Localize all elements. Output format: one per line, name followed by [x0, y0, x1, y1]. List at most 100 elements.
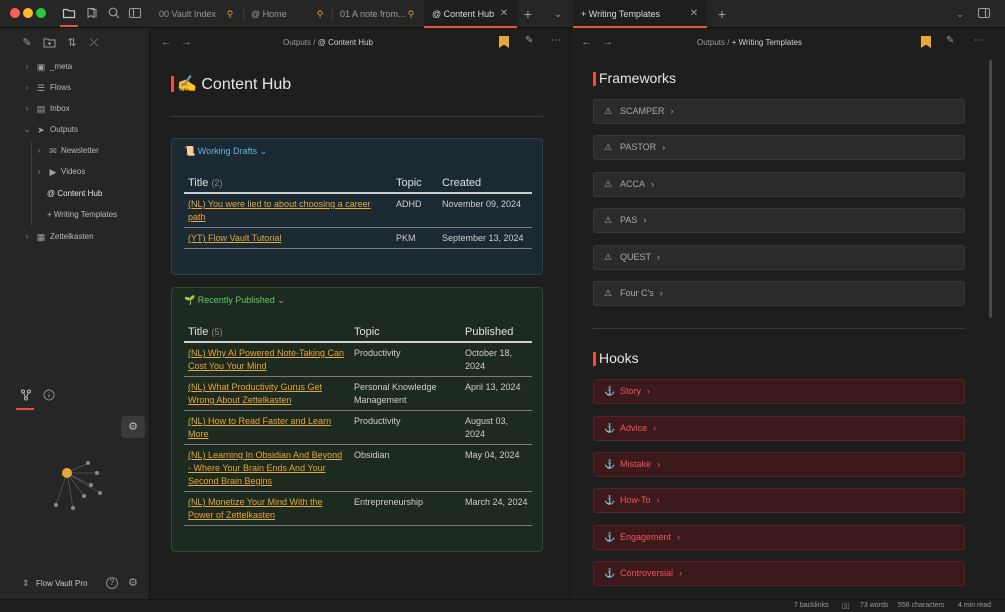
- column-header-title[interactable]: Title (2): [184, 173, 392, 194]
- back-arrow-icon[interactable]: ←: [161, 36, 172, 48]
- folder-icon[interactable]: [61, 6, 77, 22]
- forward-arrow-icon[interactable]: →: [181, 36, 192, 48]
- tab-content-hub[interactable]: @ Content Hub ✕: [424, 0, 517, 28]
- cell-date: May 04, 2024: [461, 444, 532, 492]
- callout-header[interactable]: 🌱 Recently Published ⌄: [184, 295, 285, 306]
- file-explorer-active-indicator: [60, 25, 78, 27]
- new-note-icon[interactable]: ✎: [22, 37, 32, 49]
- backlinks-count[interactable]: 7 backlinks: [794, 602, 829, 609]
- note-link[interactable]: (NL) Why AI Powered Note-Taking Can Cost…: [188, 348, 345, 371]
- sidebar-toggle-icon[interactable]: [127, 6, 143, 22]
- column-header-created[interactable]: Created: [438, 173, 532, 194]
- new-folder-icon[interactable]: [42, 36, 56, 50]
- minimize-window-button[interactable]: [23, 8, 33, 18]
- close-window-button[interactable]: [10, 8, 20, 18]
- column-header-topic[interactable]: Topic: [392, 173, 438, 194]
- local-graph[interactable]: [40, 453, 120, 523]
- callout-header[interactable]: 📜 Working Drafts ⌄: [184, 146, 267, 157]
- sidebar-item-label: Flows: [50, 83, 71, 92]
- column-header-title[interactable]: Title (5): [184, 322, 350, 343]
- framework-item-acca[interactable]: ⚠ ACCA ›: [593, 172, 965, 197]
- note-link[interactable]: (NL) You were lied to about choosing a c…: [188, 199, 371, 222]
- sidebar-item-zettelkasten[interactable]: › ▦ Zettelkasten: [0, 227, 150, 247]
- settings-gear-icon[interactable]: ⚙: [128, 577, 138, 589]
- breadcrumb-current[interactable]: @ Content Hub: [317, 38, 373, 47]
- sidebar-item-outputs[interactable]: ⌄ ➤ Outputs: [0, 120, 150, 140]
- breadcrumb-parent[interactable]: Outputs: [283, 38, 312, 47]
- graph-view-icon[interactable]: [19, 389, 33, 403]
- hook-item-how-to[interactable]: ⚓ How-To ›: [593, 488, 965, 513]
- note-link[interactable]: (NL) What Productivity Gurus Get Wrong A…: [188, 382, 323, 405]
- tab-list-chevron-icon[interactable]: ⌄: [554, 9, 562, 19]
- graph-node[interactable]: [82, 494, 86, 498]
- note-link[interactable]: (NL) Learning In Obsidian And Beyond - W…: [188, 450, 343, 486]
- sidebar-item-videos[interactable]: › ▶ Videos: [0, 162, 150, 182]
- tab-writing-templates[interactable]: + Writing Templates ✕: [573, 0, 707, 28]
- new-tab-icon[interactable]: +: [717, 6, 727, 22]
- graph-node[interactable]: [98, 491, 102, 495]
- breadcrumb-separator: /: [727, 38, 730, 47]
- note-link[interactable]: (NL) How to Read Faster and Learn More: [188, 416, 332, 439]
- sidebar-item-content-hub[interactable]: @ Content Hub: [0, 184, 150, 204]
- graph-node[interactable]: [86, 461, 90, 465]
- bookmarks-icon[interactable]: [84, 6, 100, 22]
- graph-node[interactable]: [89, 483, 93, 487]
- sort-icon[interactable]: ⇅: [67, 37, 77, 49]
- reading-view-icon[interactable]: ▯▯: [842, 603, 850, 610]
- help-icon[interactable]: ?: [106, 577, 118, 589]
- scrollbar[interactable]: [989, 60, 992, 318]
- tab-vault-index[interactable]: 00 Vault Index ⚲: [151, 0, 241, 28]
- hook-icon: ⚓: [604, 568, 616, 578]
- sidebar-item-newsletter[interactable]: › ✉ Newsletter: [0, 141, 150, 161]
- breadcrumb-current[interactable]: + Writing Templates: [731, 38, 802, 47]
- hook-item-advice[interactable]: ⚓ Advice ›: [593, 416, 965, 441]
- maximize-window-button[interactable]: [36, 8, 46, 18]
- sidebar-item-meta[interactable]: › ▣ _meta: [0, 57, 150, 77]
- edit-icon[interactable]: ✎: [946, 35, 955, 46]
- new-tab-icon[interactable]: +: [523, 6, 533, 22]
- note-link[interactable]: (YT) Flow Vault Tutorial: [188, 233, 282, 243]
- column-header-published[interactable]: Published: [461, 322, 532, 343]
- hook-item-controversial[interactable]: ⚓ Controversial ›: [593, 561, 965, 586]
- more-options-icon[interactable]: ⋯: [551, 35, 561, 46]
- edit-icon[interactable]: ✎: [525, 35, 534, 46]
- column-header-topic[interactable]: Topic: [350, 322, 461, 343]
- graph-node[interactable]: [95, 471, 99, 475]
- breadcrumb-parent[interactable]: Outputs: [697, 38, 726, 47]
- sidebar-item-flows[interactable]: › ☰ Flows: [0, 78, 150, 98]
- back-arrow-icon[interactable]: ←: [581, 36, 592, 48]
- tab-note-from[interactable]: 01 A note from... ⚲: [332, 0, 422, 28]
- vault-switcher[interactable]: ⇕ Flow Vault Pro ? ⚙: [0, 571, 150, 599]
- framework-item-four-cs[interactable]: ⚠ Four C's ›: [593, 281, 965, 306]
- framework-label: QUEST: [620, 252, 652, 262]
- bookmark-icon[interactable]: [921, 36, 931, 48]
- hook-item-story[interactable]: ⚓ Story ›: [593, 379, 965, 404]
- graph-settings-button[interactable]: ⚙: [121, 416, 145, 438]
- right-sidebar-toggle-icon[interactable]: [976, 6, 992, 22]
- hook-item-engagement[interactable]: ⚓ Engagement ›: [593, 525, 965, 550]
- sprout-icon: 🌱: [184, 295, 196, 305]
- search-icon[interactable]: [106, 6, 122, 22]
- collapse-all-icon[interactable]: ⤫: [89, 37, 99, 49]
- hook-item-mistake[interactable]: ⚓ Mistake ›: [593, 452, 965, 477]
- sidebar-item-writing-templates[interactable]: + Writing Templates: [0, 205, 150, 225]
- tab-list-chevron-icon[interactable]: ⌄: [956, 9, 964, 19]
- forward-arrow-icon[interactable]: →: [602, 36, 613, 48]
- framework-item-scamper[interactable]: ⚠ SCAMPER ›: [593, 99, 965, 124]
- chevron-right-icon: ›: [643, 215, 647, 225]
- tab-home[interactable]: @ Home ⚲: [243, 0, 331, 28]
- graph-node[interactable]: [54, 503, 58, 507]
- bookmark-icon[interactable]: [499, 36, 509, 48]
- sidebar-item-inbox[interactable]: › ▤ Inbox: [0, 99, 150, 119]
- more-options-icon[interactable]: ⋯: [974, 35, 984, 46]
- close-tab-icon[interactable]: ✕: [689, 8, 699, 19]
- framework-item-pas[interactable]: ⚠ PAS ›: [593, 208, 965, 233]
- close-tab-icon[interactable]: ✕: [499, 8, 509, 19]
- graph-node[interactable]: [71, 506, 75, 510]
- sidebar-item-label: Videos: [61, 167, 86, 176]
- note-link[interactable]: (NL) Monetize Your Mind With the Power o…: [188, 497, 323, 520]
- info-icon[interactable]: [42, 389, 56, 403]
- framework-item-pastor[interactable]: ⚠ PASTOR ›: [593, 135, 965, 160]
- framework-item-quest[interactable]: ⚠ QUEST ›: [593, 245, 965, 270]
- graph-node-current[interactable]: [62, 468, 72, 478]
